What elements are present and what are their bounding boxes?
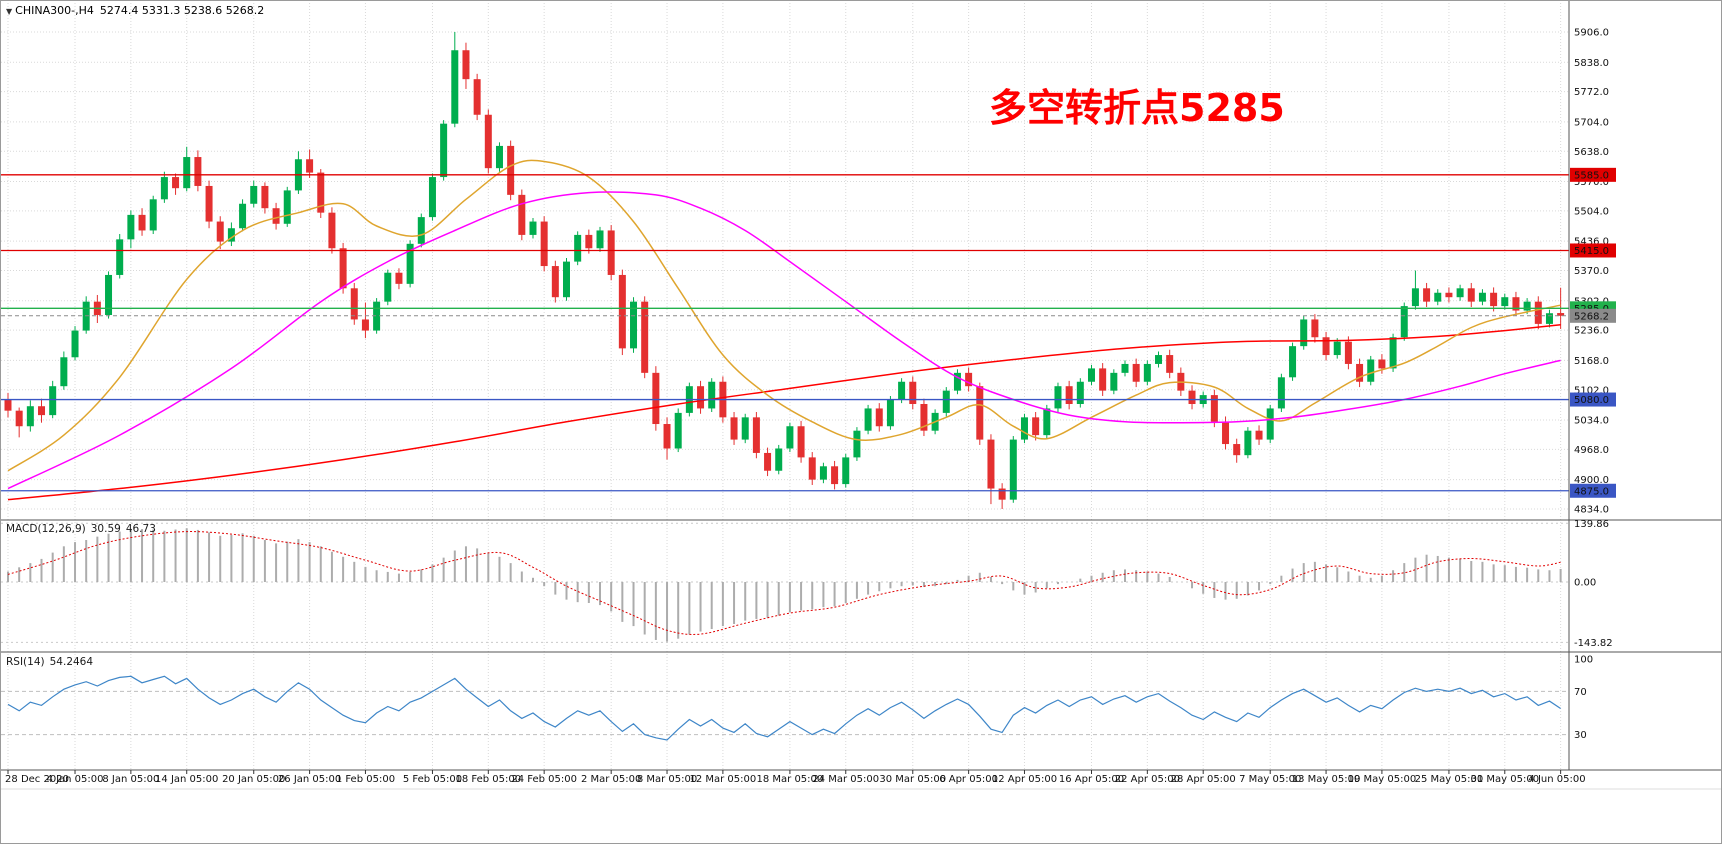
svg-text:5415.0: 5415.0 <box>1574 246 1609 257</box>
svg-text:4834.0: 4834.0 <box>1574 505 1609 516</box>
svg-text:28 Apr 05:00: 28 Apr 05:00 <box>1171 774 1236 785</box>
ohlc-values: 5274.4 5331.3 5238.6 5268.2 <box>99 4 265 17</box>
macd-name: MACD(12,26,9) <box>6 523 86 535</box>
svg-text:5570.0: 5570.0 <box>1574 177 1609 188</box>
svg-text:13 May 05:00: 13 May 05:00 <box>1292 774 1361 785</box>
svg-text:139.86: 139.86 <box>1574 519 1609 530</box>
svg-text:7 May 05:00: 7 May 05:00 <box>1239 774 1301 785</box>
svg-text:4900.0: 4900.0 <box>1574 475 1609 486</box>
chart-shift-icon[interactable]: ▼ <box>6 7 13 16</box>
macd-scale: 139.86 0.00 -143.82 <box>1574 519 1613 649</box>
svg-text:4 Jun 05:00: 4 Jun 05:00 <box>1528 774 1585 785</box>
svg-text:5638.0: 5638.0 <box>1574 147 1609 158</box>
rsi-label: RSI(14) 54.2464 <box>6 656 98 668</box>
chart-title: ▼ CHINA300-,H4 5274.4 5331.3 5238.6 5268.2 <box>6 4 264 17</box>
svg-text:4968.0: 4968.0 <box>1574 445 1609 456</box>
symbol-period-label: CHINA300-,H4 <box>15 4 94 17</box>
svg-text:8 Mar 05:00: 8 Mar 05:00 <box>637 774 697 785</box>
svg-text:100: 100 <box>1574 655 1593 666</box>
svg-text:5236.0: 5236.0 <box>1574 326 1609 337</box>
svg-text:30: 30 <box>1574 730 1587 741</box>
price-gridlines <box>1 31 1569 736</box>
price-tag-5080.0[interactable] <box>1570 392 1616 407</box>
rsi-name: RSI(14) <box>6 656 45 668</box>
svg-text:22 Apr 05:00: 22 Apr 05:00 <box>1115 774 1180 785</box>
ma-medium-magenta[interactable] <box>7 191 1561 490</box>
svg-text:24 Mar 05:00: 24 Mar 05:00 <box>812 774 879 785</box>
svg-text:5906.0: 5906.0 <box>1574 28 1609 39</box>
price-tag-4875.0[interactable] <box>1570 483 1616 498</box>
rsi-line <box>7 675 1561 741</box>
vertical-gridlines <box>7 3 1562 770</box>
svg-text:2 Mar 05:00: 2 Mar 05:00 <box>581 774 641 785</box>
price-tag-5585.0[interactable] <box>1570 167 1616 182</box>
svg-text:14 Jan 05:00: 14 Jan 05:00 <box>155 774 218 785</box>
svg-text:24 Feb 05:00: 24 Feb 05:00 <box>511 774 577 785</box>
svg-text:12 Mar 05:00: 12 Mar 05:00 <box>689 774 756 785</box>
macd-main-value: 30.59 <box>90 523 121 535</box>
svg-text:5168.0: 5168.0 <box>1574 356 1609 367</box>
svg-text:4875.0: 4875.0 <box>1574 486 1609 497</box>
svg-text:5268.2: 5268.2 <box>1574 311 1609 322</box>
svg-text:6 Apr 05:00: 6 Apr 05:00 <box>939 774 998 785</box>
horizontal-lines <box>1 174 1569 492</box>
svg-text:12 Apr 05:00: 12 Apr 05:00 <box>992 774 1057 785</box>
svg-text:5585.0: 5585.0 <box>1574 170 1609 181</box>
svg-text:5504.0: 5504.0 <box>1574 206 1609 217</box>
svg-text:19 May 05:00: 19 May 05:00 <box>1348 774 1417 785</box>
svg-text:25 May 05:00: 25 May 05:00 <box>1415 774 1484 785</box>
svg-text:20 Jan 05:00: 20 Jan 05:00 <box>222 774 285 785</box>
svg-text:5436.0: 5436.0 <box>1574 237 1609 248</box>
svg-text:5772.0: 5772.0 <box>1574 87 1609 98</box>
ma-fast-orange[interactable] <box>7 159 1561 472</box>
macd-label: MACD(12,26,9) 30.59 46.73 <box>6 523 161 535</box>
svg-text:18 Feb 05:00: 18 Feb 05:00 <box>456 774 522 785</box>
svg-text:28 Dec 2020: 28 Dec 2020 <box>5 774 69 785</box>
svg-text:31 May 05:00: 31 May 05:00 <box>1470 774 1539 785</box>
svg-text:0.00: 0.00 <box>1574 578 1596 589</box>
svg-text:4 Jan 05:00: 4 Jan 05:00 <box>47 774 104 785</box>
rsi-value: 54.2464 <box>49 656 94 668</box>
ma-slow-red[interactable] <box>7 324 1561 501</box>
macd-histogram <box>7 528 1562 642</box>
svg-text:5034.0: 5034.0 <box>1574 416 1609 427</box>
svg-text:26 Jan 05:00: 26 Jan 05:00 <box>278 774 341 785</box>
annotation-text: 多空转折点5285 <box>989 86 1285 130</box>
svg-text:5370.0: 5370.0 <box>1574 266 1609 277</box>
svg-text:-143.82: -143.82 <box>1574 638 1613 649</box>
svg-text:18 Mar 05:00: 18 Mar 05:00 <box>757 774 824 785</box>
svg-text:5 Feb 05:00: 5 Feb 05:00 <box>403 774 462 785</box>
svg-text:5704.0: 5704.0 <box>1574 117 1609 128</box>
svg-text:1 Feb 05:00: 1 Feb 05:00 <box>336 774 395 785</box>
macd-signal-line <box>7 531 1561 635</box>
svg-text:5102.0: 5102.0 <box>1574 385 1609 396</box>
price-tag-5415.0[interactable] <box>1570 243 1616 258</box>
svg-text:8 Jan 05:00: 8 Jan 05:00 <box>102 774 159 785</box>
price-tag-5268.2[interactable] <box>1570 308 1616 323</box>
svg-text:70: 70 <box>1574 687 1587 698</box>
svg-text:30 Mar 05:00: 30 Mar 05:00 <box>879 774 946 785</box>
svg-text:16 Apr 05:00: 16 Apr 05:00 <box>1059 774 1124 785</box>
svg-text:5838.0: 5838.0 <box>1574 58 1609 69</box>
panel-separators <box>1 1 1721 790</box>
rsi-scale: 100 70 30 <box>1574 655 1593 742</box>
price-scale: 5906.0 5838.0 5772.0 5704.0 5638.0 5570.0 5504… <box>1574 28 1609 516</box>
macd-signal-value: 46.73 <box>125 523 156 535</box>
svg-text:5080.0: 5080.0 <box>1574 395 1609 406</box>
